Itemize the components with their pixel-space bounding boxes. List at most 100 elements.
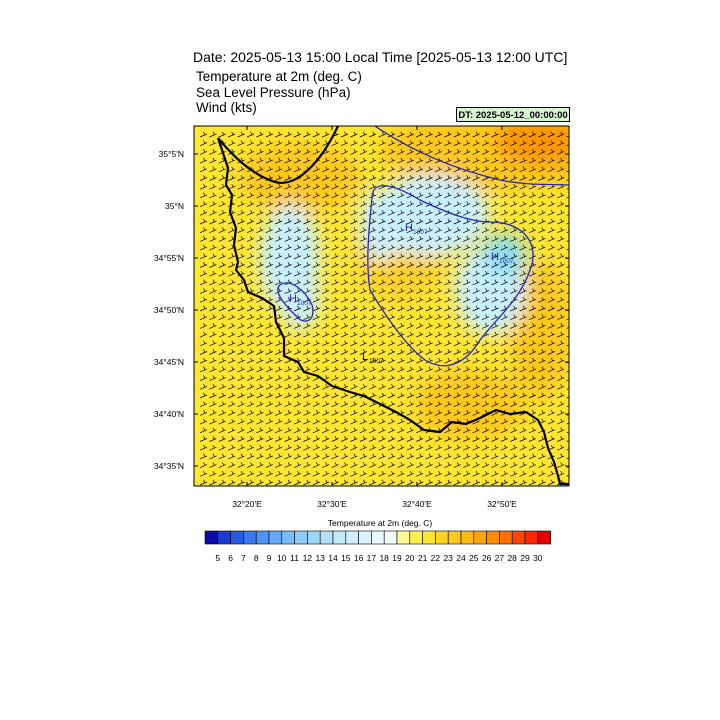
wind-barb [265, 236, 273, 242]
wind-barb [528, 392, 537, 399]
wind-barb [293, 427, 302, 434]
wind-barb [369, 296, 377, 303]
wind-barb [350, 427, 358, 434]
wind-barb [406, 201, 414, 207]
wind-barb [359, 349, 367, 355]
wind-barb [491, 149, 499, 155]
wind-barb [444, 175, 452, 181]
wind-barb [322, 436, 330, 442]
lat-label-4: 34°50'N [154, 305, 184, 315]
wind-barb [378, 270, 386, 277]
wind-barb [538, 296, 546, 303]
wind-barb [557, 262, 565, 268]
wind-barb [425, 375, 433, 381]
wind-barb [547, 236, 555, 242]
wind-barb [500, 349, 508, 355]
wind-barb [228, 288, 236, 294]
wind-barb [340, 401, 349, 408]
wind-barb [463, 253, 471, 260]
wind-barb [340, 357, 349, 364]
wind-barb [246, 149, 255, 155]
wind-barb [463, 444, 471, 451]
wind-barb [566, 448, 569, 451]
wind-barb [246, 175, 255, 181]
wind-barb [444, 149, 452, 155]
wind-barb [453, 349, 461, 355]
wind-barb [510, 218, 518, 225]
wind-barb [557, 244, 565, 251]
wind-barb [463, 323, 471, 329]
wind-barb [293, 183, 302, 190]
wind-barb [397, 236, 405, 242]
wind-barb [369, 340, 377, 347]
wind-barb [519, 305, 527, 312]
wind-barb [510, 253, 518, 260]
wind-barb [237, 175, 245, 181]
colorbar-label: 15 [341, 553, 351, 563]
wind-barb [340, 157, 349, 164]
wind-barb [209, 288, 217, 294]
wind-barb [322, 340, 330, 347]
wind-barb [331, 140, 339, 147]
wind-barb [444, 366, 452, 373]
wind-barb [359, 436, 367, 442]
wind-barb [209, 375, 217, 381]
wind-barb [566, 292, 569, 294]
wind-barb [275, 244, 283, 251]
wind-barb [369, 366, 377, 373]
wind-barb [378, 244, 386, 251]
wind-barb [481, 357, 490, 364]
wind-barb [425, 444, 433, 451]
wind-barb [350, 192, 358, 199]
wind-barb [472, 192, 480, 199]
wind-barb [538, 288, 546, 294]
wind-barb [538, 244, 546, 251]
wind-barb [218, 279, 226, 286]
wind-barb [472, 383, 480, 390]
wind-barb [444, 314, 452, 321]
colorbar-label: 7 [241, 553, 246, 563]
svg-text:H: H [491, 251, 499, 263]
wind-barb [566, 474, 569, 477]
wind-barb [199, 470, 208, 477]
wind-barb [397, 253, 405, 260]
colorbar-label: 11 [290, 553, 299, 563]
wind-barb [199, 192, 208, 199]
wind-barb [491, 418, 499, 425]
wind-barb [463, 183, 471, 190]
wind-barb [547, 166, 555, 173]
wind-barb [350, 314, 358, 321]
wind-barb [303, 201, 311, 207]
wind-barb [340, 201, 349, 207]
wind-barb [275, 253, 283, 260]
wind-barb [218, 462, 226, 468]
wind-barb [359, 401, 367, 408]
wind-barb [510, 166, 518, 173]
wind-barb [472, 444, 480, 451]
wind-barb [237, 436, 245, 442]
wind-barb [444, 218, 452, 225]
wind-barb [481, 140, 490, 147]
wind-barb [406, 218, 414, 225]
wind-barb [369, 323, 377, 329]
wind-barb [444, 296, 452, 303]
wind-barb [406, 253, 414, 260]
wind-barb [322, 288, 330, 294]
wind-barb [425, 436, 433, 442]
wind-barb [369, 436, 377, 442]
wind-barb [500, 288, 508, 294]
wind-barb [481, 192, 490, 199]
colorbar-box [358, 530, 372, 545]
wind-barb [519, 218, 527, 225]
wind-barb [416, 340, 424, 347]
wind-barb [350, 166, 358, 173]
wind-barb [256, 331, 264, 338]
field-temperature: Temperature at 2m (deg. C) [196, 69, 362, 84]
wind-barb [228, 357, 236, 364]
wind-barb [369, 253, 377, 260]
wind-barb [528, 218, 537, 225]
wind-barb [322, 131, 330, 138]
wind-barb [350, 410, 358, 416]
wind-barb [284, 418, 292, 425]
colorbar-label: 6 [228, 553, 233, 563]
